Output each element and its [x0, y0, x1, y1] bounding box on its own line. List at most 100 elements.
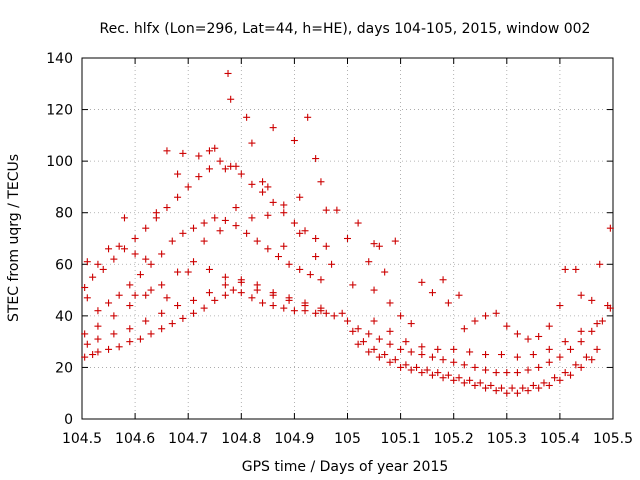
- data-point: [259, 178, 267, 186]
- data-point: [455, 291, 463, 299]
- data-point: [312, 155, 320, 163]
- data-point: [397, 312, 405, 320]
- data-point: [248, 180, 256, 188]
- data-point: [391, 237, 399, 245]
- data-point: [83, 258, 91, 266]
- data-point: [190, 224, 198, 232]
- x-tick-label: 105: [334, 431, 361, 447]
- data-point: [147, 330, 155, 338]
- data-point: [567, 345, 575, 353]
- x-tick-label: 105.1: [381, 431, 421, 447]
- data-point: [224, 69, 232, 77]
- data-point: [381, 268, 389, 276]
- data-point: [330, 312, 338, 320]
- data-point: [466, 348, 474, 356]
- data-point: [158, 281, 166, 289]
- data-point: [328, 260, 336, 268]
- data-point: [174, 170, 182, 178]
- data-point: [365, 348, 373, 356]
- data-point: [482, 384, 490, 392]
- data-point: [158, 309, 166, 317]
- y-axis-label: STEC from uqrg / TECUs: [6, 154, 22, 322]
- data-point: [439, 356, 447, 364]
- data-point: [556, 302, 564, 310]
- data-point: [524, 366, 532, 374]
- data-point: [105, 245, 113, 253]
- y-tick-label: 40: [55, 309, 73, 325]
- data-point: [296, 193, 304, 201]
- data-point: [136, 271, 144, 279]
- data-point: [248, 214, 256, 222]
- data-point: [354, 219, 362, 227]
- data-point: [168, 320, 176, 328]
- data-point: [136, 335, 144, 343]
- data-point: [274, 253, 282, 261]
- data-point: [349, 327, 357, 335]
- data-point: [312, 235, 320, 242]
- data-point: [418, 278, 426, 286]
- data-point: [375, 335, 383, 343]
- data-point: [535, 363, 543, 371]
- data-point: [333, 206, 341, 214]
- data-point: [561, 369, 569, 377]
- data-point: [126, 325, 134, 333]
- data-point: [471, 363, 479, 371]
- data-point: [572, 265, 580, 273]
- data-point: [588, 327, 596, 335]
- y-tick-label: 0: [64, 412, 73, 428]
- data-point: [577, 327, 585, 335]
- data-point: [221, 291, 229, 299]
- data-point: [290, 219, 298, 227]
- data-point: [237, 170, 245, 178]
- data-point: [163, 147, 171, 155]
- data-point: [264, 211, 272, 219]
- data-point: [269, 124, 277, 132]
- data-point: [179, 229, 187, 237]
- data-point: [285, 260, 293, 268]
- y-tick-label: 20: [55, 360, 73, 376]
- chart-title: Rec. hlfx (Lon=296, Lat=44, h=HE), days …: [100, 21, 591, 37]
- data-point: [131, 291, 139, 299]
- data-point: [110, 255, 118, 263]
- y-tick-label: 100: [46, 154, 73, 170]
- data-point: [423, 366, 431, 374]
- data-point: [280, 201, 288, 209]
- data-point: [152, 209, 160, 217]
- data-point: [386, 358, 394, 366]
- data-point: [503, 389, 511, 397]
- data-point: [497, 384, 505, 392]
- data-point: [184, 268, 192, 276]
- data-point: [179, 314, 187, 322]
- data-point: [460, 325, 468, 333]
- data-point: [402, 361, 410, 369]
- data-point: [593, 320, 601, 328]
- data-point: [503, 322, 511, 330]
- data-point: [561, 265, 569, 273]
- data-point: [418, 369, 426, 377]
- data-point: [322, 206, 330, 214]
- data-point: [482, 366, 490, 374]
- x-tick-label: 104.5: [62, 431, 102, 447]
- data-point: [312, 309, 320, 317]
- data-point: [471, 317, 479, 325]
- data-point: [492, 387, 500, 395]
- data-point: [110, 330, 118, 338]
- data-point: [455, 374, 463, 382]
- data-point: [365, 258, 373, 266]
- data-point: [304, 113, 312, 121]
- data-point: [248, 139, 256, 147]
- data-point: [232, 204, 240, 212]
- data-point: [434, 369, 442, 377]
- data-point: [120, 245, 128, 253]
- data-point: [237, 289, 245, 297]
- data-point: [545, 358, 553, 366]
- data-point: [105, 345, 113, 353]
- axis-ticks: 104.5 104.6 104.7 104.8 104.9 105 105.1 105.2 10…: [46, 51, 633, 447]
- data-point: [466, 376, 474, 384]
- data-point: [126, 281, 134, 289]
- data-point: [317, 178, 325, 186]
- data-point: [205, 289, 213, 297]
- data-point: [428, 371, 436, 379]
- data-point: [598, 317, 606, 325]
